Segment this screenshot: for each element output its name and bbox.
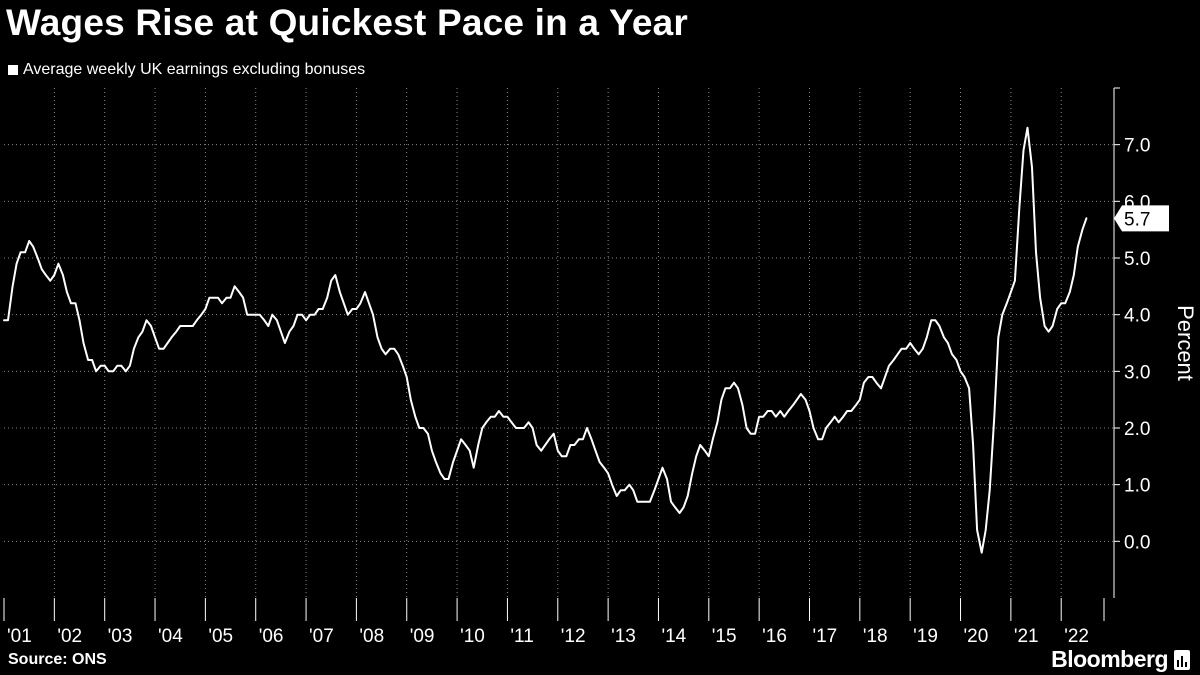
x-tick-label: '08	[359, 626, 384, 647]
y-tick-label: 0.0	[1124, 532, 1150, 553]
last-value-label: 5.7	[1114, 205, 1169, 232]
x-tick-label: '10	[460, 626, 485, 647]
x-tick-label: '12	[561, 626, 586, 647]
y-tick-label: 3.0	[1124, 362, 1150, 383]
y-tick-label: 4.0	[1124, 306, 1150, 327]
x-tick-label: '01	[7, 626, 32, 647]
legend-swatch	[8, 65, 18, 75]
source-note: Source: ONS	[8, 651, 107, 668]
x-tick-label: '21	[1014, 626, 1039, 647]
x-tick-label: '13	[611, 626, 636, 647]
x-tick-label: '17	[812, 626, 837, 647]
brand: Bloomberg	[1051, 646, 1190, 673]
x-tick-label: '16	[762, 626, 787, 647]
x-tick-label: '03	[108, 626, 133, 647]
gridlines	[4, 88, 1114, 598]
x-tick-label: '18	[863, 626, 888, 647]
x-tick-label: '20	[964, 626, 989, 647]
x-tick-label: '06	[259, 626, 284, 647]
last-value-text: 5.7	[1124, 209, 1150, 230]
bloomberg-chart-icon	[1174, 649, 1190, 670]
x-tick-label: '04	[158, 626, 183, 647]
legend-label: Average weekly UK earnings excluding bon…	[23, 61, 366, 78]
x-tick-label: '22	[1064, 626, 1089, 647]
x-tick-label: '02	[57, 626, 82, 647]
x-tick-label: '11	[510, 626, 533, 647]
x-tick-label: '09	[410, 626, 435, 647]
axes	[3, 87, 1120, 621]
x-tick-label: '14	[661, 626, 686, 647]
chart-title: Wages Rise at Quickest Pace in a Year	[6, 2, 688, 43]
y-tick-label: 1.0	[1124, 476, 1150, 497]
series	[3, 126, 1088, 554]
brand-wordmark: Bloomberg	[1051, 646, 1168, 672]
last-value-box	[1114, 205, 1169, 232]
labels: 0.01.02.03.04.05.06.07.0Percent'01'02'03…	[7, 136, 1198, 647]
x-tick-label: '19	[913, 626, 938, 647]
x-tick-label: '07	[309, 626, 334, 647]
x-tick-label: '15	[712, 626, 737, 647]
x-tick-label: '05	[208, 626, 233, 647]
y-tick-label: 7.0	[1124, 136, 1150, 157]
y-tick-label: 2.0	[1124, 419, 1150, 440]
y-axis-title: Percent	[1173, 305, 1198, 381]
series-line-earnings	[3, 126, 1088, 554]
y-tick-label: 5.0	[1124, 249, 1150, 270]
legend: Average weekly UK earnings excluding bon…	[8, 61, 365, 79]
